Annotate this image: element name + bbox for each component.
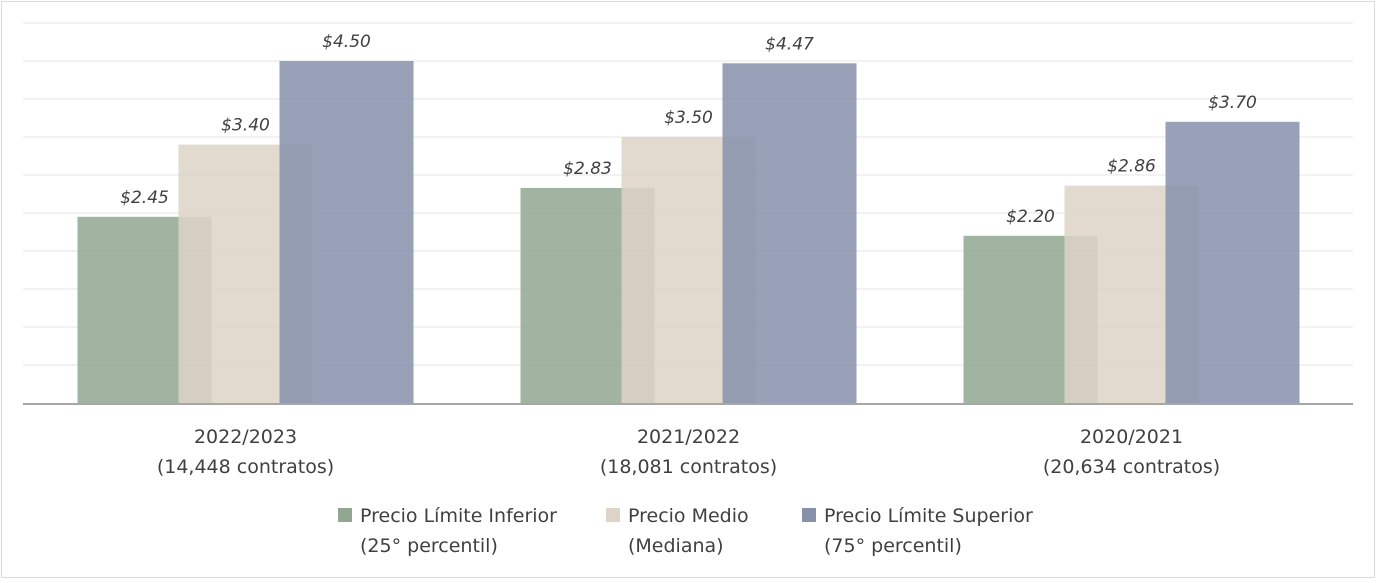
data-label: $3.40 bbox=[221, 116, 270, 136]
legend-label: (Mediana) bbox=[628, 535, 724, 557]
x-tick-label: (18,081 contratos) bbox=[600, 456, 777, 478]
x-tick-label: (14,448 contratos) bbox=[157, 456, 334, 478]
x-tick-label: 2020/2021 bbox=[1080, 426, 1183, 448]
bar bbox=[1165, 121, 1300, 404]
data-label: $4.50 bbox=[322, 32, 371, 52]
bar bbox=[279, 61, 414, 403]
legend-swatch bbox=[606, 508, 620, 522]
data-label: $2.45 bbox=[120, 188, 169, 208]
x-tick-label: 2021/2022 bbox=[637, 426, 740, 448]
legend-label: Precio Límite Inferior bbox=[360, 505, 557, 527]
legend-label: Precio Límite Superior bbox=[824, 505, 1033, 527]
legend-label: (25° percentil) bbox=[360, 535, 498, 557]
bar bbox=[722, 63, 857, 403]
data-label: $2.86 bbox=[1107, 157, 1156, 177]
legend-label: (75° percentil) bbox=[824, 535, 962, 557]
x-tick-label: 2022/2023 bbox=[194, 426, 297, 448]
legend-label: Precio Medio bbox=[628, 505, 749, 527]
legend-swatch bbox=[802, 508, 816, 522]
data-label: $2.83 bbox=[563, 159, 612, 179]
data-label: $4.47 bbox=[765, 34, 814, 54]
x-tick-label: (20,634 contratos) bbox=[1043, 456, 1220, 478]
data-label: $3.50 bbox=[664, 108, 713, 128]
data-label: $2.20 bbox=[1006, 207, 1055, 227]
data-label: $3.70 bbox=[1208, 93, 1257, 113]
legend-swatch bbox=[338, 508, 352, 522]
